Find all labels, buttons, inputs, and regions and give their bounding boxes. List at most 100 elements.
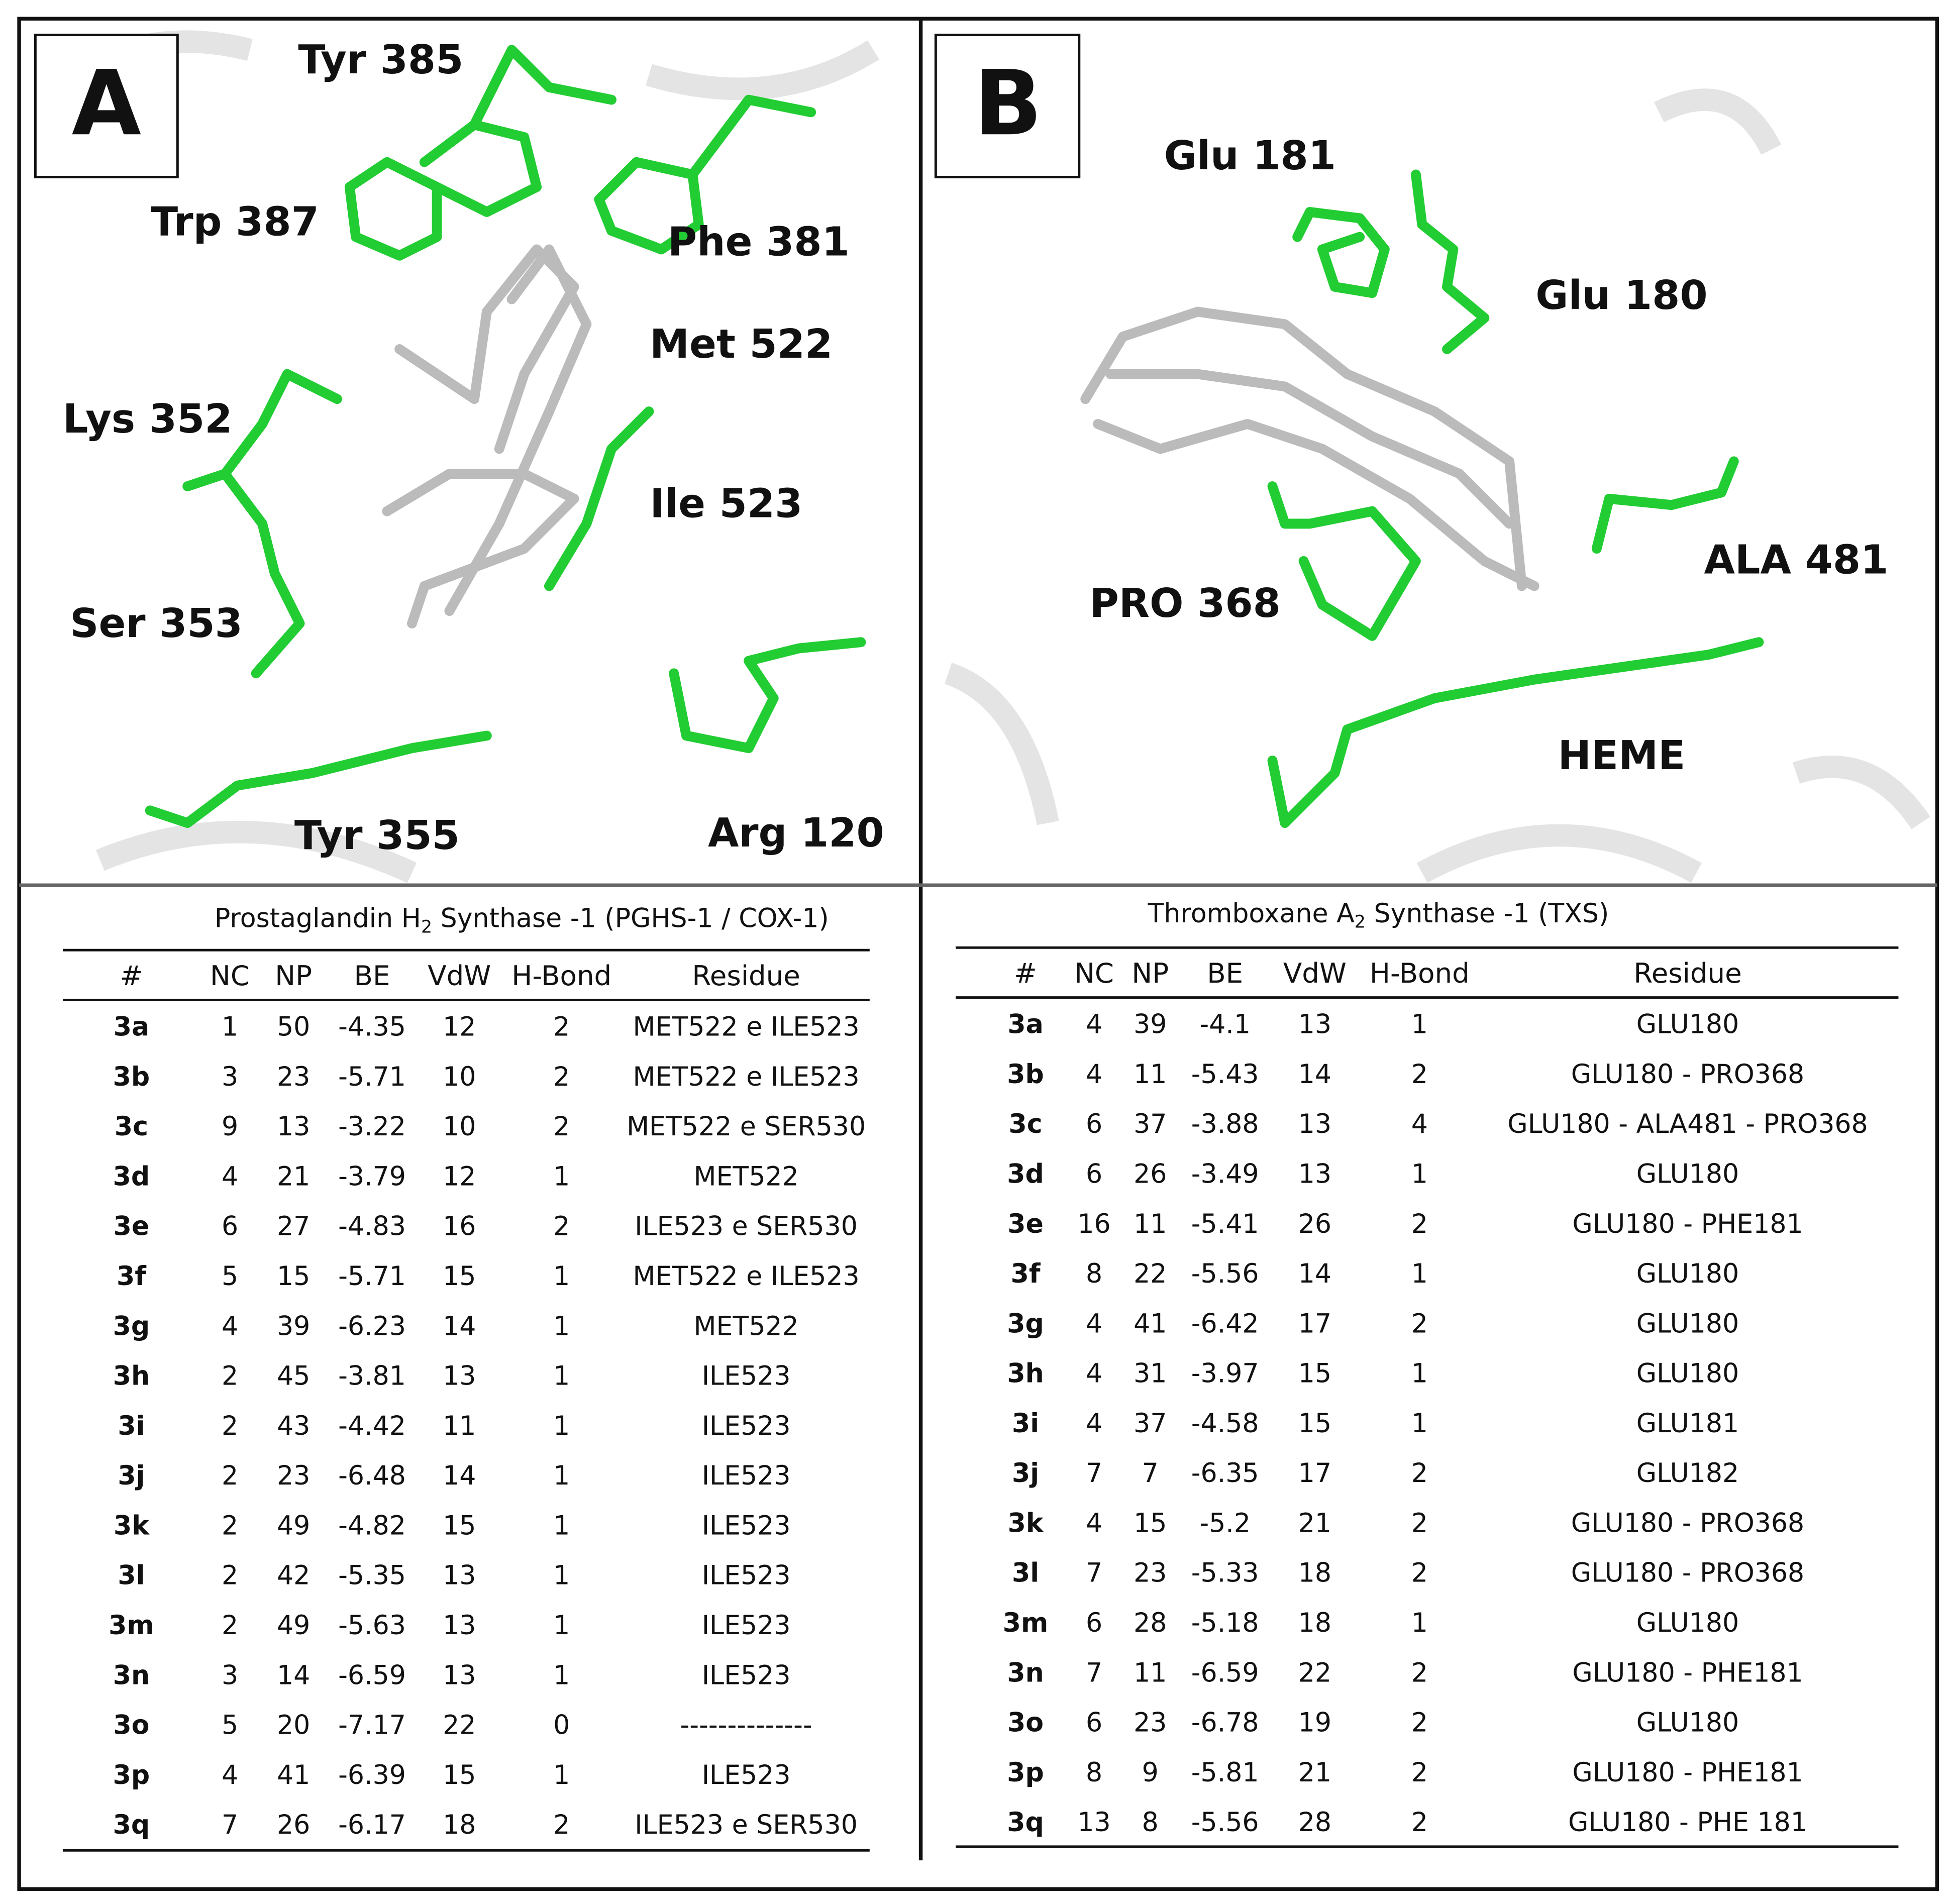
- row-id: 3l: [118, 1561, 145, 1591]
- table-cell: -4.83: [338, 1212, 406, 1242]
- ring: [669, 637, 866, 754]
- table-cell: 6: [1086, 1159, 1102, 1190]
- helix: [944, 663, 1059, 825]
- table-cell: 8: [1142, 1808, 1159, 1838]
- table-cell: 5: [222, 1711, 238, 1741]
- row-id: 3b: [113, 1062, 150, 1092]
- helix: [646, 40, 880, 100]
- table-cell: 13: [443, 1561, 476, 1591]
- row-id: 3e: [1007, 1209, 1044, 1239]
- table-cell: MET522 e ILE523: [633, 1062, 860, 1092]
- row-id: 3k: [114, 1511, 150, 1541]
- table-cell: 41: [1134, 1309, 1167, 1339]
- table-cell: 20: [277, 1711, 310, 1741]
- table-cell: 1: [1411, 1010, 1428, 1040]
- table-cell: 10: [443, 1062, 476, 1092]
- residue-label: Arg 120: [708, 809, 884, 856]
- table-cell: 21: [277, 1161, 310, 1192]
- residue-label: Glu 181: [1164, 132, 1336, 179]
- column-header: Residue: [1633, 957, 1742, 989]
- table-cell: 23: [1134, 1708, 1167, 1738]
- title-text: Prostaglandin H: [215, 904, 421, 934]
- table-cell: -4.82: [338, 1511, 406, 1541]
- table-cell: -6.39: [338, 1760, 406, 1790]
- table-cell: 39: [1134, 1010, 1167, 1040]
- table-cell: -4.1: [1199, 1010, 1251, 1040]
- table-cell: 22: [1298, 1658, 1331, 1688]
- table-cell: 37: [1134, 1109, 1167, 1139]
- table-cell: 49: [277, 1511, 310, 1541]
- column-header: H-Bond: [511, 960, 611, 992]
- table-cell: 1: [553, 1411, 570, 1441]
- table-cell: -6.17: [338, 1810, 406, 1840]
- column-header: VdW: [428, 960, 491, 992]
- table-cell: 9: [222, 1112, 238, 1142]
- table-cell: GLU180: [1636, 1010, 1739, 1040]
- table-cell: -5.33: [1191, 1558, 1259, 1589]
- table-cell: 6: [1086, 1708, 1102, 1738]
- table-cell: 18: [443, 1810, 476, 1840]
- table-cell: -5.56: [1191, 1259, 1259, 1289]
- table-cell: GLU180: [1636, 1159, 1739, 1190]
- table-cell: 4: [1086, 1060, 1102, 1090]
- ring: [594, 157, 704, 255]
- table-cell: GLU180: [1636, 1708, 1739, 1738]
- table-cell: GLU180: [1636, 1309, 1739, 1339]
- residue-label: Ile 523: [650, 480, 802, 527]
- residue-label: Tyr 355: [294, 812, 460, 859]
- table-cell: 23: [277, 1461, 310, 1491]
- table-cell: 1: [553, 1461, 570, 1491]
- table-cell: 1: [553, 1660, 570, 1690]
- row-id: 3h: [1007, 1359, 1044, 1389]
- chain: [145, 730, 492, 828]
- table-cell: ILE523: [702, 1461, 791, 1491]
- table-cell: 2: [222, 1361, 238, 1392]
- ligand: [394, 244, 579, 454]
- table-cell: GLU180 - PRO368: [1571, 1060, 1804, 1090]
- table-cell: -5.41: [1191, 1209, 1259, 1239]
- title-text: Thromboxane A: [1148, 899, 1355, 929]
- table-cell: 1: [1411, 1608, 1428, 1638]
- table-cell: 15: [443, 1511, 476, 1541]
- table-cell: -3.81: [338, 1361, 406, 1392]
- residue-label: PRO 368: [1090, 580, 1281, 626]
- table-cell: 13: [443, 1660, 476, 1690]
- table-cell: -5.35: [338, 1561, 406, 1591]
- table-cell: -3.88: [1191, 1109, 1259, 1139]
- title-text: Synthase -1 (TXS): [1366, 899, 1609, 929]
- table-cell: GLU180 - PHE181: [1572, 1758, 1803, 1788]
- title-text: Synthase -1 (PGHS-1 / COX-1): [432, 904, 829, 934]
- column-header: #: [1014, 957, 1037, 989]
- table-cell: 0: [553, 1711, 570, 1741]
- table-cell: 6: [1086, 1608, 1102, 1638]
- table-cell: ILE523: [702, 1511, 791, 1541]
- row-id: 3d: [113, 1161, 150, 1192]
- table-cell: 42: [277, 1561, 310, 1591]
- table-cell: -6.59: [1191, 1658, 1259, 1688]
- table-cell: -3.79: [338, 1161, 406, 1192]
- table-cell: 2: [1411, 1309, 1428, 1339]
- row-id: 3j: [118, 1461, 145, 1491]
- table-cell: 4: [1086, 1359, 1102, 1389]
- ligand-sticks: [1080, 306, 1539, 591]
- table-cell: ILE523 e SER530: [635, 1212, 858, 1242]
- label-box: [34, 34, 179, 178]
- row-id: 3m: [1003, 1608, 1049, 1638]
- table-cell: 2: [553, 1810, 570, 1840]
- table-cell: 15: [1298, 1359, 1331, 1389]
- residue-sticks: [145, 45, 866, 828]
- ligand: [444, 244, 592, 616]
- panel-label: B: [974, 51, 1042, 156]
- table-cell: -6.35: [1191, 1458, 1259, 1489]
- helix: [95, 820, 417, 883]
- chain: [544, 406, 654, 591]
- table-cell: 1: [553, 1511, 570, 1541]
- table-cell: 13: [277, 1112, 310, 1142]
- column-header: VdW: [1283, 957, 1347, 989]
- table-cell: 14: [1298, 1259, 1331, 1289]
- table-cell: 5: [222, 1261, 238, 1292]
- table-cell: 4: [222, 1760, 238, 1790]
- column-header: #: [120, 960, 143, 992]
- table-cell: 7: [1086, 1458, 1102, 1489]
- table-cell: GLU180 - PHE181: [1572, 1209, 1803, 1239]
